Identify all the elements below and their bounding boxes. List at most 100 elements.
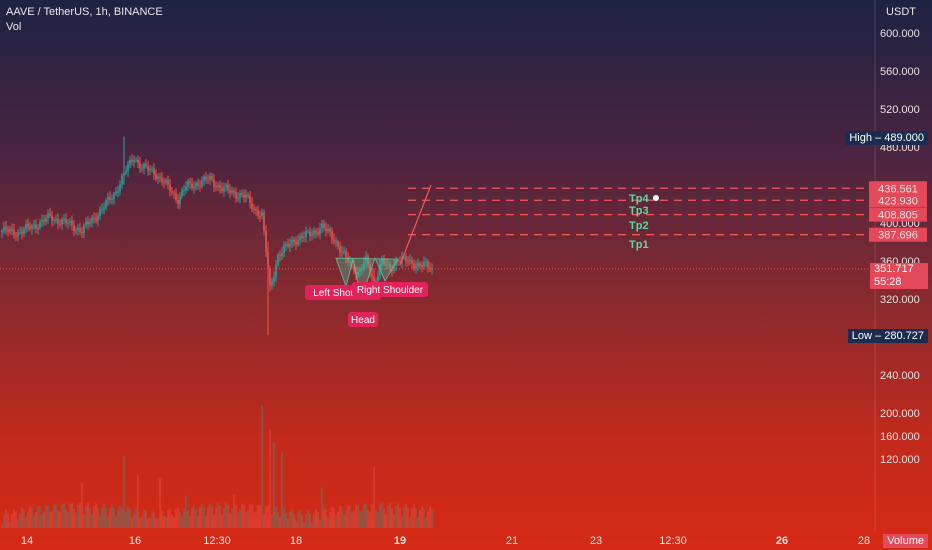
volume-bar: [181, 516, 183, 528]
volume-bar: [171, 513, 173, 528]
volume-bar: [111, 504, 113, 528]
candle-body: [375, 280, 377, 282]
candle-body: [263, 212, 265, 231]
volume-bar: [67, 512, 69, 528]
volume-bar: [261, 405, 263, 528]
volume-bar: [421, 505, 423, 528]
volume-bar: [85, 505, 87, 528]
candle-body: [371, 273, 373, 277]
candle-body: [149, 168, 151, 171]
volume-indicator-label: Vol: [6, 21, 22, 33]
volume-bar: [59, 511, 61, 528]
last-price-tag: 351.717 55:28: [870, 262, 928, 289]
volume-bar: [125, 511, 127, 528]
volume-bar: [333, 508, 335, 528]
volume-bar: [323, 507, 325, 528]
volume-bar: [143, 509, 145, 528]
volume-bar: [381, 503, 383, 528]
candle-body: [3, 226, 5, 231]
volume-bar: [13, 508, 15, 528]
candle-body: [77, 228, 79, 230]
candle-body: [301, 236, 303, 239]
candle-body: [35, 224, 37, 229]
candle-body: [165, 180, 167, 183]
volume-bar: [309, 513, 311, 528]
volume-bar: [257, 505, 259, 528]
volume-bar: [7, 513, 9, 528]
candle-body: [25, 224, 27, 229]
candle-body: [33, 224, 35, 226]
volume-bar: [289, 510, 291, 528]
volume-bar: [353, 511, 355, 528]
volume-bar: [77, 504, 79, 528]
candle-body: [291, 239, 293, 244]
candle-body: [45, 217, 47, 222]
candle-body: [83, 225, 85, 233]
candle-body: [333, 239, 335, 242]
candle-body: [281, 252, 283, 257]
volume-bar: [403, 507, 405, 528]
volume-bar: [21, 507, 23, 528]
symbol-title: AAVE / TetherUS, 1h, BINANCE: [6, 6, 163, 18]
volume-bar: [413, 504, 415, 528]
candle-body: [23, 228, 25, 234]
candle-body: [413, 263, 415, 269]
volume-bar: [103, 503, 105, 528]
volume-bar: [221, 513, 223, 528]
candle-body: [297, 239, 299, 245]
candle-body: [187, 181, 189, 187]
volume-bar: [401, 515, 403, 528]
candle-body: [65, 218, 67, 224]
candle-body: [91, 217, 93, 223]
volume-bar: [159, 478, 161, 528]
candle-body: [211, 176, 213, 180]
candle-body: [361, 268, 363, 270]
volume-bar: [199, 507, 201, 528]
target-price-value: 408.805: [878, 210, 918, 222]
candle-body: [227, 185, 229, 190]
candle-body: [59, 223, 61, 225]
candle-body: [237, 197, 239, 199]
candle-body: [299, 236, 301, 240]
volume-bar: [157, 518, 159, 528]
x-tick-label: 14: [21, 535, 33, 547]
candle-body: [245, 194, 247, 198]
breakout-projection-line: [399, 184, 432, 266]
candle-body: [55, 219, 57, 221]
volume-bar: [99, 515, 101, 528]
candle-body: [37, 228, 39, 230]
volume-bar: [145, 510, 147, 528]
candle-body: [161, 177, 163, 183]
candle-body: [13, 229, 15, 236]
candle-body: [179, 195, 181, 205]
candle-body: [341, 251, 343, 253]
candle-body: [7, 229, 9, 232]
volume-bar: [313, 513, 315, 528]
volume-bar: [279, 516, 281, 528]
candle-body: [223, 187, 225, 192]
volume-bar: [327, 517, 329, 528]
volume-bar: [331, 506, 333, 528]
candle-body: [239, 193, 241, 198]
currency-label: USDT: [886, 6, 916, 18]
volume-bar: [155, 517, 157, 528]
volume-bar: [15, 511, 17, 528]
volume-bar: [231, 508, 233, 528]
candle-body: [157, 176, 159, 179]
candle-body: [419, 263, 421, 266]
volume-bar: [61, 504, 63, 528]
volume-bar: [411, 508, 413, 528]
low-tag: Low – 280.727: [847, 329, 928, 344]
candle-body: [133, 160, 135, 162]
candle-body: [203, 176, 205, 181]
candle-body: [209, 176, 211, 180]
volume-bar: [153, 511, 155, 528]
candle-body: [289, 243, 291, 247]
x-tick-label: 23: [590, 535, 602, 547]
volume-tick-label: 160.000: [880, 431, 920, 443]
candle-body: [41, 219, 43, 222]
candle-body: [205, 176, 207, 180]
candle-body: [307, 231, 309, 233]
